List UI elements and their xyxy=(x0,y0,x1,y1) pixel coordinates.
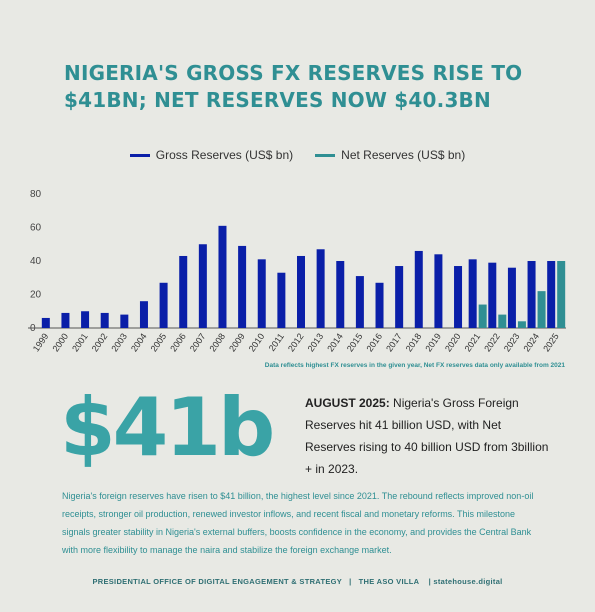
x-tick-label: 2011 xyxy=(267,331,286,353)
bar-gross-2015 xyxy=(355,276,364,328)
x-tick-label: 2002 xyxy=(90,331,110,353)
fx-reserves-chart: 0204060801999200020012002200320042005200… xyxy=(28,189,566,354)
bar-gross-2003 xyxy=(120,314,129,328)
headline-figure: $41b xyxy=(60,381,275,474)
bar-gross-2012 xyxy=(297,255,305,328)
x-tick-label: 2010 xyxy=(247,331,267,353)
x-tick-label: 2005 xyxy=(149,331,169,353)
bar-gross-2023 xyxy=(507,267,516,328)
bar-gross-2019 xyxy=(434,254,443,328)
x-tick-label: 2023 xyxy=(502,331,522,353)
footer-credits: PRESIDENTIAL OFFICE OF DIGITAL ENGAGEMEN… xyxy=(92,577,503,586)
legend-item-gross: Gross Reserves (US$ bn) xyxy=(129,148,294,162)
bar-gross-2001 xyxy=(81,311,90,328)
bar-net-2022 xyxy=(498,314,507,328)
x-tick-label: 2003 xyxy=(109,331,129,353)
x-tick-label: 2008 xyxy=(207,331,227,353)
bar-net-2023 xyxy=(517,321,526,328)
bar-net-2025 xyxy=(557,261,566,328)
chart-legend: Gross Reserves (US$ bn) Net Reserves (US… xyxy=(0,148,595,162)
bar-gross-2014 xyxy=(336,261,345,328)
legend-label-net: Net Reserves (US$ bn) xyxy=(341,148,466,162)
x-tick-label: 2000 xyxy=(50,331,70,353)
x-tick-label: 2013 xyxy=(306,331,326,353)
bar-gross-2000 xyxy=(61,312,70,328)
bar-net-2021 xyxy=(478,304,487,328)
summary-lead: AUGUST 2025: xyxy=(305,396,390,410)
bar-gross-2009 xyxy=(238,245,247,328)
x-tick-label: 2014 xyxy=(325,331,345,353)
bar-gross-2007 xyxy=(198,244,207,328)
bar-gross-2022 xyxy=(488,262,497,328)
summary-text: AUGUST 2025: Nigeria's Gross Foreign Res… xyxy=(305,392,550,480)
bar-gross-2024 xyxy=(527,261,536,328)
x-tick-label: 2007 xyxy=(188,331,208,353)
x-tick-label: 2012 xyxy=(286,331,306,353)
bar-gross-2021 xyxy=(468,259,477,328)
y-tick-label: 20 xyxy=(30,290,42,301)
x-tick-label: 2001 xyxy=(70,331,90,353)
x-tick-label: 2018 xyxy=(404,331,424,353)
bar-gross-2002 xyxy=(100,312,109,328)
legend-swatch-net xyxy=(315,153,336,157)
summary-body: Nigeria's Gross Foreign Reserves hit 41 … xyxy=(305,396,549,476)
bar-gross-2018 xyxy=(414,250,423,328)
bar-gross-2004 xyxy=(139,301,148,328)
x-tick-label: 2017 xyxy=(384,331,404,353)
bar-gross-2010 xyxy=(257,259,266,328)
bar-gross-2006 xyxy=(179,255,188,328)
legend-item-net: Net Reserves (US$ bn) xyxy=(315,148,465,162)
x-tick-label: 2016 xyxy=(364,331,384,353)
x-tick-label: 2015 xyxy=(345,331,365,353)
bar-net-2024 xyxy=(537,291,546,328)
x-tick-label: 1999 xyxy=(31,331,51,353)
bar-gross-2008 xyxy=(218,225,227,328)
bar-gross-2013 xyxy=(316,249,325,328)
bar-gross-2011 xyxy=(277,272,286,328)
bar-gross-2016 xyxy=(375,282,384,328)
bar-gross-2017 xyxy=(395,266,404,328)
x-tick-label: 2006 xyxy=(168,331,188,353)
bar-gross-2005 xyxy=(159,282,168,328)
y-tick-label: 60 xyxy=(30,223,42,234)
x-tick-label: 2019 xyxy=(423,331,443,353)
x-tick-label: 2009 xyxy=(227,331,247,353)
body-paragraph: Nigeria's foreign reserves have risen to… xyxy=(62,491,534,555)
x-tick-label: 2004 xyxy=(129,331,149,353)
page-title: NIGERIA'S GROSS FX RESERVES RISE TO $41B… xyxy=(64,61,523,112)
x-tick-label: 2020 xyxy=(443,331,463,353)
legend-label-gross: Gross Reserves (US$ bn) xyxy=(155,148,294,162)
x-tick-label: 2024 xyxy=(522,331,542,353)
y-tick-label: 80 xyxy=(30,189,42,200)
bar-gross-2025 xyxy=(547,261,556,328)
y-tick-label: 40 xyxy=(30,256,42,267)
x-tick-label: 2022 xyxy=(482,331,502,353)
legend-swatch-gross xyxy=(129,153,150,157)
bar-gross-1999 xyxy=(41,317,50,328)
x-tick-label: 2021 xyxy=(463,331,483,353)
bar-gross-2020 xyxy=(454,266,463,328)
chart-footnote: Data reflects highest FX reserves in the… xyxy=(264,362,565,369)
x-tick-label: 2025 xyxy=(541,331,561,353)
